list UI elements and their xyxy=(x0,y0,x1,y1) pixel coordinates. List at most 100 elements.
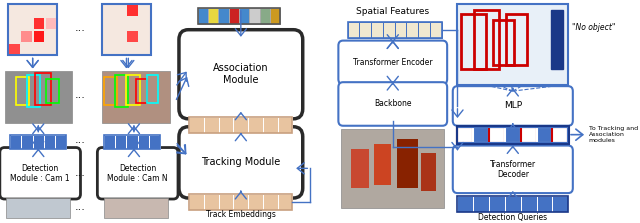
FancyBboxPatch shape xyxy=(0,148,81,199)
Bar xyxy=(8,4,57,56)
Bar xyxy=(505,196,521,212)
Bar xyxy=(127,31,138,41)
Bar xyxy=(421,153,436,191)
Bar xyxy=(55,135,67,149)
Bar xyxy=(473,127,489,142)
Bar xyxy=(149,135,160,149)
Bar xyxy=(127,135,138,149)
Bar xyxy=(104,198,168,218)
Bar xyxy=(21,135,33,149)
Bar xyxy=(456,126,569,144)
Bar xyxy=(10,135,67,149)
FancyBboxPatch shape xyxy=(179,30,303,119)
Bar xyxy=(383,22,395,38)
Bar xyxy=(189,194,292,210)
Bar xyxy=(418,22,430,38)
Bar xyxy=(21,31,32,41)
Bar xyxy=(10,135,21,149)
Bar xyxy=(552,196,568,212)
Bar xyxy=(115,75,128,107)
Bar xyxy=(341,129,444,208)
Bar xyxy=(104,135,160,149)
Bar xyxy=(16,77,29,105)
Bar xyxy=(278,194,292,210)
Bar xyxy=(489,196,505,212)
Text: ...: ... xyxy=(75,90,86,100)
Bar xyxy=(27,75,40,107)
Bar xyxy=(248,194,263,210)
Bar xyxy=(102,4,151,56)
Bar xyxy=(127,5,138,16)
Bar xyxy=(458,196,568,212)
Bar xyxy=(4,71,72,123)
Bar xyxy=(263,117,278,133)
Bar xyxy=(234,117,248,133)
Bar xyxy=(458,4,568,85)
Text: Detection
Module : Cam 1: Detection Module : Cam 1 xyxy=(10,164,70,183)
Bar xyxy=(228,8,239,24)
Bar xyxy=(6,198,70,218)
Bar xyxy=(198,8,280,24)
Bar xyxy=(104,135,115,149)
Text: ...: ... xyxy=(75,23,86,33)
Bar xyxy=(278,117,292,133)
Bar xyxy=(248,117,263,133)
Text: Spatial Features: Spatial Features xyxy=(356,7,429,16)
Bar xyxy=(204,117,219,133)
Bar xyxy=(189,194,204,210)
Bar xyxy=(406,22,418,38)
Bar xyxy=(521,127,536,142)
Bar xyxy=(44,135,55,149)
FancyBboxPatch shape xyxy=(452,146,573,193)
Bar xyxy=(489,127,505,142)
Bar xyxy=(138,135,149,149)
Bar xyxy=(104,77,117,105)
Bar xyxy=(461,14,486,69)
Bar xyxy=(360,22,371,38)
Bar xyxy=(115,135,127,149)
Bar xyxy=(493,20,514,65)
Bar xyxy=(473,196,489,212)
Bar xyxy=(348,22,442,38)
Bar xyxy=(506,14,527,65)
Bar xyxy=(458,127,473,142)
Bar xyxy=(458,196,473,212)
Bar xyxy=(351,149,369,188)
Bar xyxy=(46,18,56,29)
Text: Transformer
Decoder: Transformer Decoder xyxy=(490,160,536,179)
Text: To Tracking and
Association
modules: To Tracking and Association modules xyxy=(589,126,638,143)
Bar xyxy=(458,127,568,142)
Bar xyxy=(521,196,536,212)
Bar xyxy=(348,22,360,38)
Bar xyxy=(505,127,521,142)
FancyBboxPatch shape xyxy=(97,148,178,199)
Bar xyxy=(263,194,278,210)
Bar xyxy=(189,117,204,133)
Bar xyxy=(136,79,147,103)
Bar xyxy=(374,144,391,185)
Text: ...: ... xyxy=(75,135,86,145)
Text: Tracking Module: Tracking Module xyxy=(201,157,280,167)
Bar xyxy=(474,10,499,69)
Bar xyxy=(260,8,270,24)
Bar xyxy=(250,8,260,24)
Text: MLP: MLP xyxy=(504,101,522,110)
Bar xyxy=(204,194,219,210)
Bar xyxy=(189,117,292,133)
Bar xyxy=(208,8,218,24)
Bar xyxy=(147,75,158,103)
Bar xyxy=(536,127,552,142)
Bar xyxy=(219,194,234,210)
FancyBboxPatch shape xyxy=(339,82,447,126)
Bar xyxy=(395,22,406,38)
FancyBboxPatch shape xyxy=(179,127,303,198)
Bar xyxy=(218,8,228,24)
Bar xyxy=(270,8,280,24)
Bar xyxy=(127,75,140,105)
Bar xyxy=(33,31,44,41)
Bar xyxy=(33,18,44,29)
Bar xyxy=(551,10,563,69)
Bar xyxy=(9,43,20,54)
Bar xyxy=(552,127,568,142)
Bar xyxy=(102,71,170,123)
